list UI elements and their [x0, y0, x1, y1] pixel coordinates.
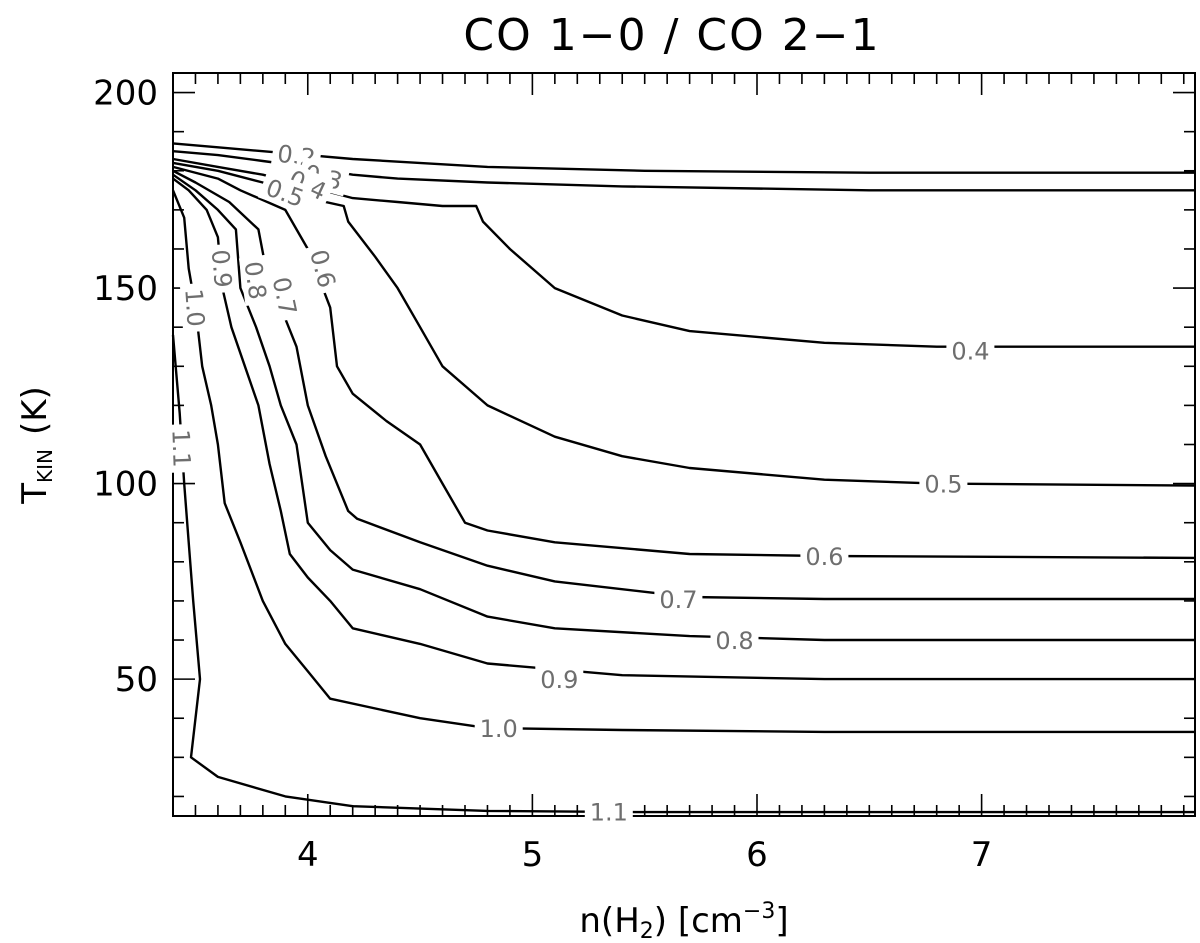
- contour-label: 0.6: [800, 542, 849, 571]
- contour-label: 0.6: [303, 241, 344, 296]
- contour-label: 1.1: [584, 797, 633, 826]
- contour-label-text: 0.8: [239, 260, 272, 302]
- y-tick-label: 200: [93, 74, 158, 114]
- contour-label: 1.0: [474, 714, 523, 743]
- y-axis-label: TKIN(K): [15, 386, 57, 505]
- contour-label: 0.7: [654, 585, 703, 614]
- contour-label-text: 0.4: [951, 338, 989, 366]
- y-axis-tick-labels: 50 100 150 200: [93, 74, 158, 701]
- x-tick-label: 6: [746, 835, 768, 875]
- contour-label-text: 0.9: [206, 248, 237, 288]
- contour-line-0-6: [172, 165, 1196, 560]
- contour-label: 0.8: [239, 254, 274, 307]
- x-tick-label: 5: [522, 835, 544, 875]
- x-axis-tick-labels: 4 5 6 7: [297, 835, 992, 875]
- contour-label: 0.9: [535, 665, 584, 694]
- y-tick-label: 100: [93, 465, 158, 505]
- y-tick-label: 150: [93, 269, 158, 309]
- contour-line-1-1: [171, 334, 1195, 814]
- contour-label-text: 0.5: [924, 471, 962, 499]
- contour-label-text: 0.6: [805, 543, 843, 571]
- chart-title: CO 1−0 / CO 2−1: [463, 10, 880, 61]
- contour-label-text: 1.1: [590, 798, 628, 826]
- contour-label: 0.9: [206, 243, 239, 294]
- contour-label: 0.8: [710, 626, 759, 655]
- contour-label-text: 1.0: [480, 715, 518, 743]
- contour-label-text: 0.7: [659, 586, 697, 614]
- contour-line-0-2: [172, 142, 1195, 174]
- x-tick-label: 4: [297, 835, 319, 875]
- contour-line-0-5: [172, 161, 1196, 487]
- contour-label-text: 0.6: [304, 247, 341, 291]
- contour-label: 1.0: [179, 282, 212, 333]
- contour-line-0-8: [172, 173, 1195, 642]
- contour-label: 0.4: [946, 336, 995, 366]
- y-tick-label: 50: [115, 660, 158, 700]
- contour-label: 1.1: [166, 423, 197, 473]
- contour-labels: 0.20.30.40.50.60.70.80.91.01.10.40.50.60…: [166, 137, 995, 826]
- contour-label-text: 0.8: [715, 627, 753, 655]
- x-tick-label: 7: [971, 835, 993, 875]
- x-axis-label: n(H2) [cm−3]: [579, 899, 788, 943]
- contour-label-text: 0.9: [540, 666, 578, 694]
- contour-label-text: 1.1: [166, 429, 195, 468]
- contour-label: 0.5: [919, 469, 968, 499]
- contour-line-0-9: [172, 177, 1195, 681]
- contour-line-0-7: [172, 169, 1195, 601]
- contour-line-0-3: [172, 150, 1195, 192]
- contour-label-text: 1.0: [179, 288, 210, 328]
